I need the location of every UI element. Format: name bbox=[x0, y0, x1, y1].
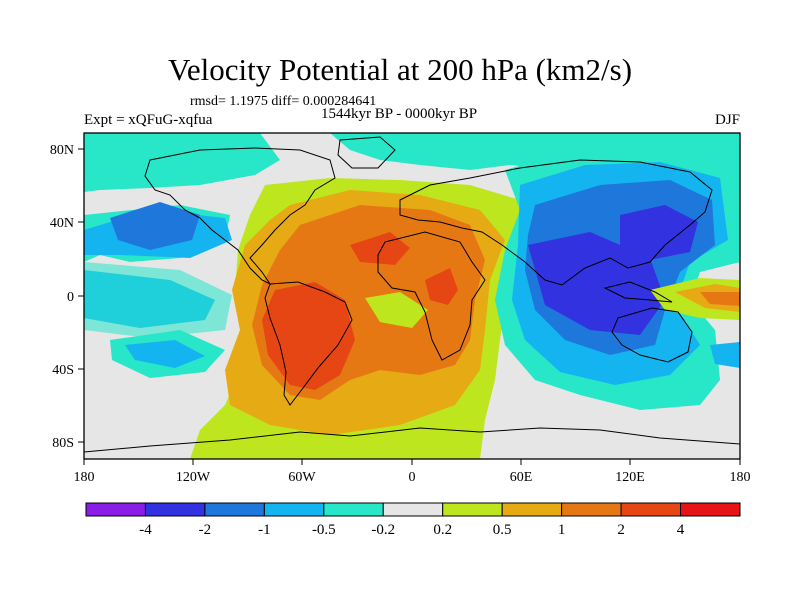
lon-tick-label: 120W bbox=[176, 470, 211, 485]
lon-tick-label: 180 bbox=[74, 470, 95, 485]
contour-nh-pacific-light-neg bbox=[84, 133, 280, 192]
contour-pos-vstrong-sa bbox=[262, 282, 355, 390]
coastline-maritime-continent bbox=[603, 281, 673, 303]
colorbar-swatch bbox=[382, 502, 444, 517]
colorbar-label: -1 bbox=[258, 522, 271, 538]
colorbar-swatch bbox=[561, 502, 622, 517]
lon-tick-label: 60E bbox=[510, 470, 533, 485]
lat-tick-label: 40N bbox=[50, 216, 74, 231]
lon-tick-label: 60W bbox=[288, 470, 316, 485]
lat-axis: 80N 40N 0 40S 80S bbox=[50, 143, 84, 451]
coastline-antarctica bbox=[84, 427, 740, 453]
colorbar-label: -0.5 bbox=[312, 522, 336, 538]
contour-neg-spac-mid bbox=[125, 340, 205, 368]
colorbar-swatch bbox=[85, 502, 146, 517]
contour-neg-vstrong-indo bbox=[528, 232, 665, 335]
colorbar-label: -2 bbox=[199, 522, 212, 538]
contour-neg-vstrong-asia bbox=[620, 205, 698, 260]
lon-tick-label: 180 bbox=[730, 470, 751, 485]
lon-tick-label: 0 bbox=[409, 470, 416, 485]
colorbar-swatch bbox=[204, 502, 265, 517]
colorbar-label: 1 bbox=[558, 522, 566, 538]
colorbar-label: 4 bbox=[677, 522, 685, 538]
velocity-potential-field bbox=[84, 133, 740, 459]
coastline-africa bbox=[377, 231, 486, 361]
contour-neg-npac-strong bbox=[110, 202, 200, 250]
coastline-north-america bbox=[144, 147, 336, 286]
contour-pos-vstrong-atl bbox=[350, 232, 410, 265]
chart-title: Velocity Potential at 200 hPa (km2/s) bbox=[167, 52, 633, 87]
contour-pos-vstrong-af bbox=[425, 268, 458, 305]
coastlines bbox=[84, 136, 740, 453]
colorbar-label: 0.2 bbox=[433, 522, 452, 538]
contour-neg-trop-pac-light bbox=[84, 262, 232, 338]
coastline-greenland bbox=[337, 136, 396, 169]
season-label: DJF bbox=[714, 112, 740, 128]
colorbar-swatch bbox=[680, 502, 741, 517]
coastline-australia bbox=[611, 307, 693, 363]
stats-label: rmsd= 1.1975 diff= 0.000284641 bbox=[190, 94, 377, 109]
contour-neg-spac-east bbox=[710, 342, 740, 368]
lat-tick-label: 80S bbox=[52, 436, 74, 451]
colorbar: -4 -2 -1 -0.5 -0.2 0.2 0.5 1 2 4 bbox=[85, 502, 741, 538]
colorbar-label: 0.5 bbox=[493, 522, 512, 538]
colorbar-label: 2 bbox=[617, 522, 625, 538]
colorbar-swatch bbox=[501, 502, 563, 517]
lat-tick-label: 0 bbox=[67, 290, 74, 305]
colorbar-swatch bbox=[620, 502, 682, 517]
coastline-eurasia bbox=[399, 159, 713, 286]
experiment-label: Expt = xQFuG-xqfua bbox=[84, 112, 213, 128]
lat-tick-label: 40S bbox=[52, 363, 74, 378]
colorbar-label: -0.2 bbox=[371, 522, 395, 538]
colorbar-swatch bbox=[144, 502, 206, 517]
coastline-south-america bbox=[264, 281, 353, 406]
lat-tick-label: 80N bbox=[50, 143, 74, 158]
colorbar-swatch bbox=[263, 502, 325, 517]
period-label: 1544kyr BP - 0000kyr BP bbox=[321, 106, 478, 122]
colorbar-swatch bbox=[442, 502, 503, 517]
lon-tick-label: 120E bbox=[615, 470, 645, 485]
colorbar-label: -4 bbox=[139, 522, 152, 538]
lon-axis: 180 120W 60W 0 60E 120E 180 bbox=[74, 459, 751, 485]
contour-pos-wpac-strong bbox=[700, 292, 740, 306]
colorbar-swatch bbox=[323, 502, 384, 517]
contour-pos-light-eqatl bbox=[365, 292, 428, 328]
